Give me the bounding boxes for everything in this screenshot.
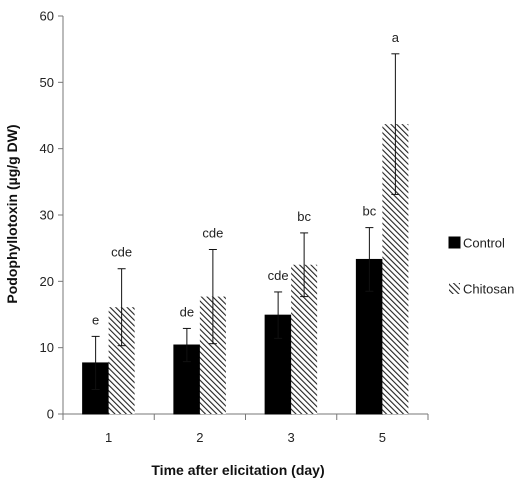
x-tick-label: 2 — [196, 430, 203, 445]
significance-label: bc — [363, 204, 377, 219]
y-tick-label: 10 — [40, 340, 54, 355]
y-axis-title: Podophyllotoxin (µg/g DW) — [4, 124, 20, 303]
legend-swatch-control — [448, 236, 461, 249]
significance-label: cde — [111, 245, 132, 260]
significance-label: cde — [268, 268, 289, 283]
x-tick-label: 3 — [288, 430, 295, 445]
significance-label: de — [180, 304, 194, 319]
significance-label: bc — [297, 209, 311, 224]
y-tick-label: 20 — [40, 274, 54, 289]
y-tick-label: 60 — [40, 9, 54, 24]
x-tick-label: 5 — [379, 430, 386, 445]
y-tick-label: 50 — [40, 75, 54, 90]
y-tick-label: 30 — [40, 208, 54, 223]
legend-label-chitosan: Chitosan — [463, 282, 514, 297]
legend-swatch-chitosan — [449, 283, 460, 294]
significance-label: e — [92, 312, 99, 327]
legend: Control Chitosan — [448, 236, 514, 297]
significance-label: cde — [202, 225, 223, 240]
x-tick-label: 1 — [105, 430, 112, 445]
y-tick-label: 0 — [47, 407, 54, 422]
significance-label: a — [392, 30, 400, 45]
legend-label-control: Control — [463, 236, 505, 251]
plot-area: 0 10 20 30 40 50 60 1 2 3 5 e de cde bc cde cde bc a — [40, 9, 429, 445]
x-axis-title: Time after elicitation (day) — [151, 462, 324, 478]
y-tick-label: 40 — [40, 141, 54, 156]
